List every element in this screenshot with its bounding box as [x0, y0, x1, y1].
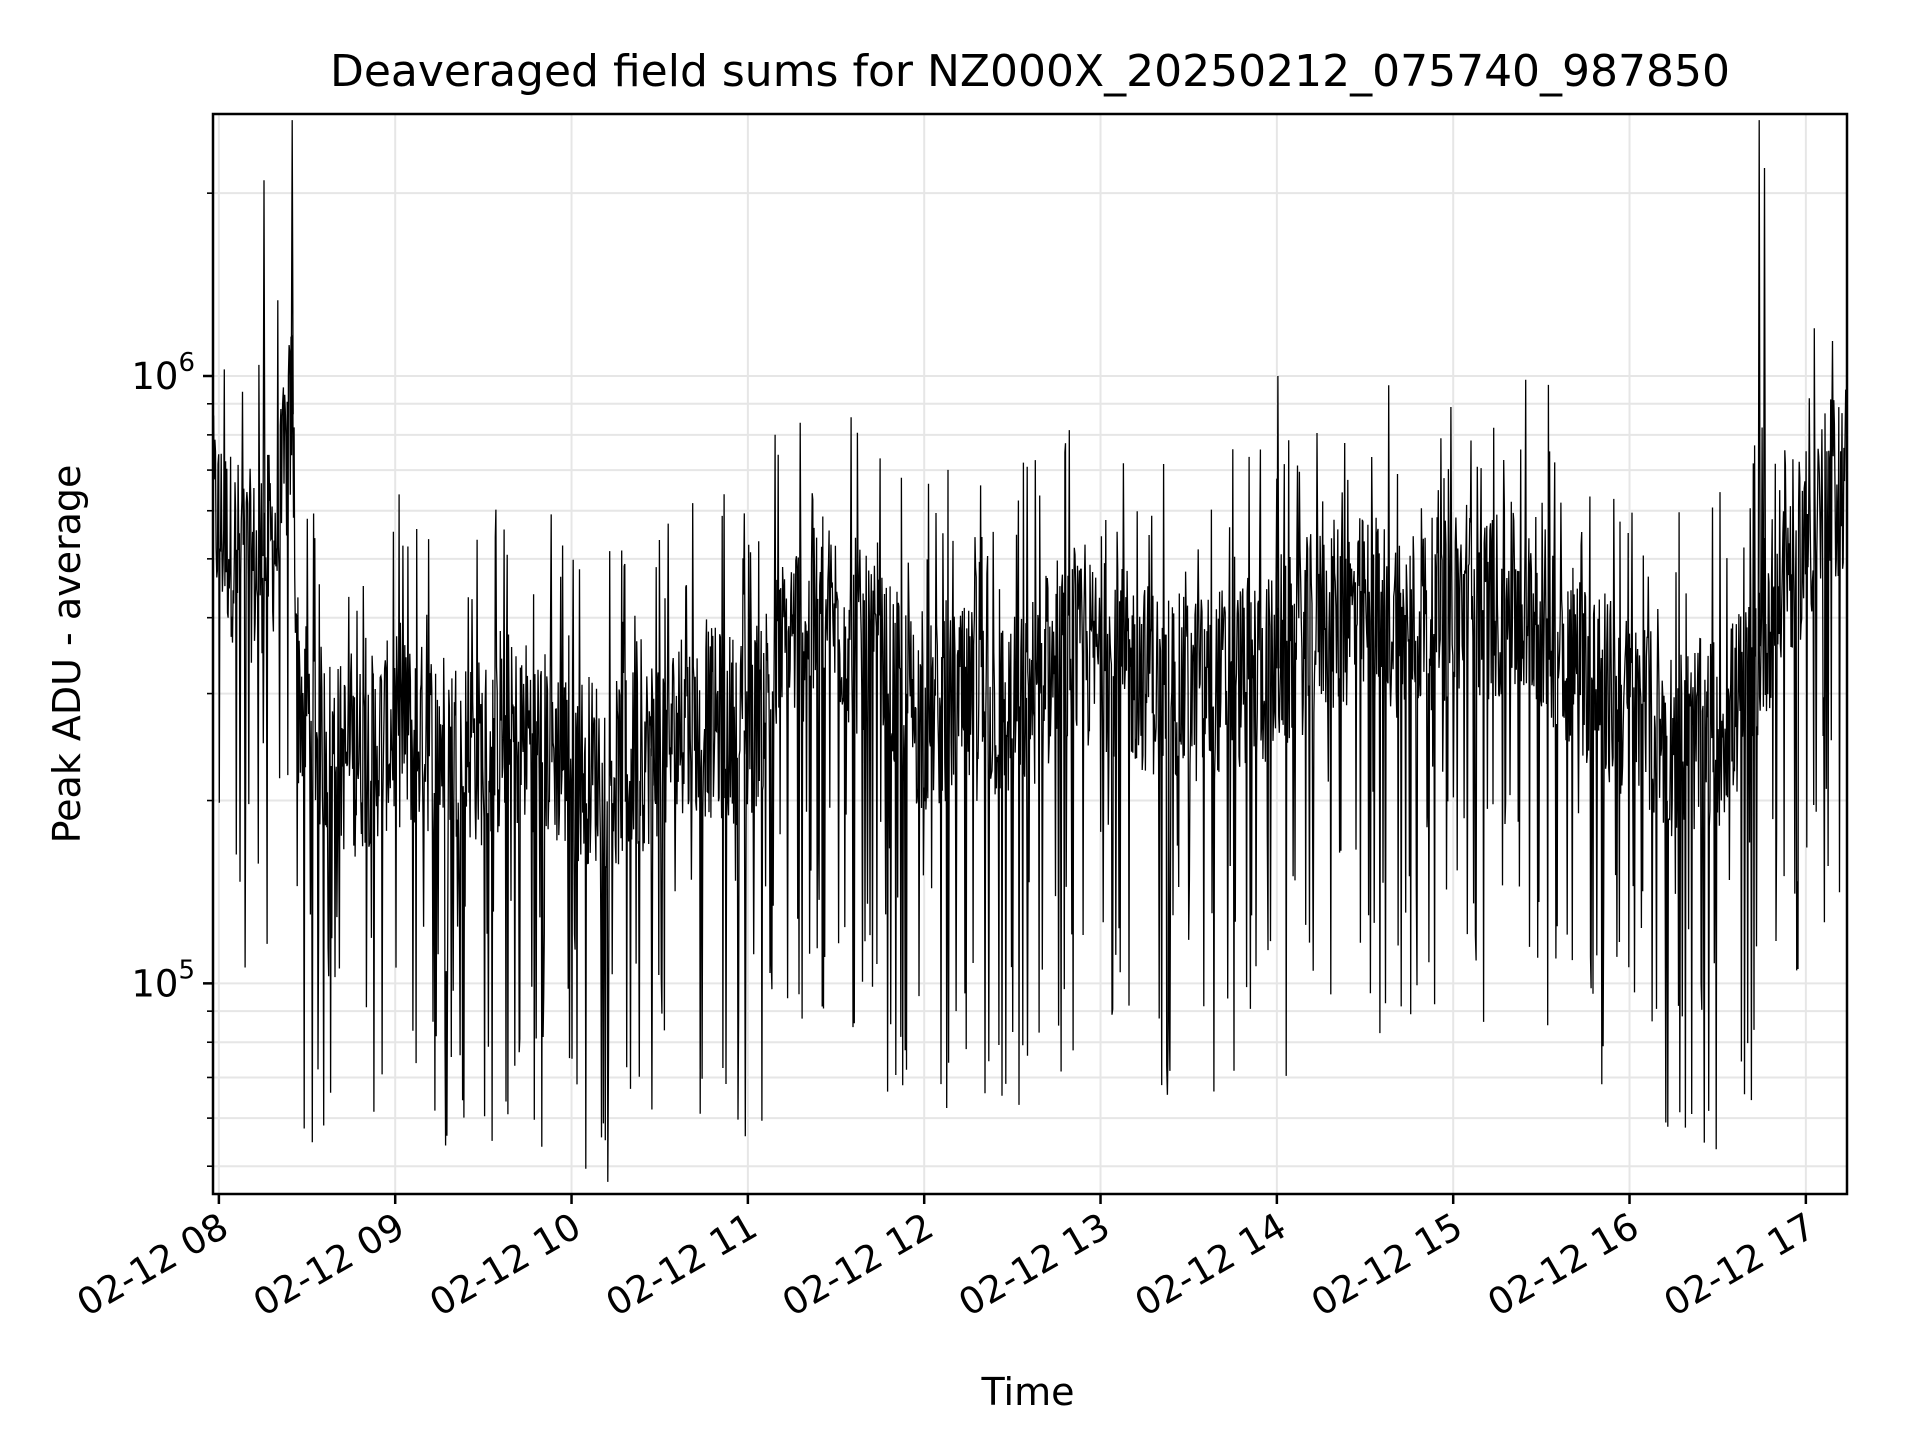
x-tick-label: 02-12 12: [775, 1205, 941, 1325]
x-tick-label: 02-12 15: [1304, 1205, 1470, 1325]
series-line-peak-adu: [212, 120, 1848, 1182]
x-tick-label: 02-12 13: [951, 1205, 1117, 1325]
series-layer: [212, 120, 1848, 1182]
x-axis-label: Time: [981, 1370, 1075, 1414]
plot-frame: [211, 112, 1849, 1196]
y-tick-base: 10: [131, 355, 178, 398]
y-tick-label: 106: [131, 348, 195, 398]
y-tick-exponent: 5: [178, 955, 195, 985]
x-axis-ticks: 02-12 08 02-12 09 02-12 10 02-12 11 02-12 12…: [70, 1194, 1823, 1325]
x-tick-label: 02-12 11: [599, 1205, 765, 1325]
x-tick-label: 02-12 08: [70, 1205, 236, 1325]
y-tick-base: 10: [131, 962, 178, 1005]
x-tick-label: 02-12 10: [422, 1205, 588, 1325]
y-axis-label: Peak ADU - average: [45, 465, 89, 844]
x-tick-label: 02-12 09: [246, 1205, 412, 1325]
x-tick-label: 02-12 16: [1480, 1205, 1646, 1325]
y-tick-label: 105: [131, 955, 195, 1005]
x-tick-label: 02-12 17: [1657, 1205, 1823, 1325]
chart-title: Deaveraged field sums for NZ000X_2025021…: [330, 46, 1730, 97]
x-tick-label: 02-12 14: [1128, 1205, 1294, 1325]
y-tick-exponent: 6: [178, 348, 195, 378]
